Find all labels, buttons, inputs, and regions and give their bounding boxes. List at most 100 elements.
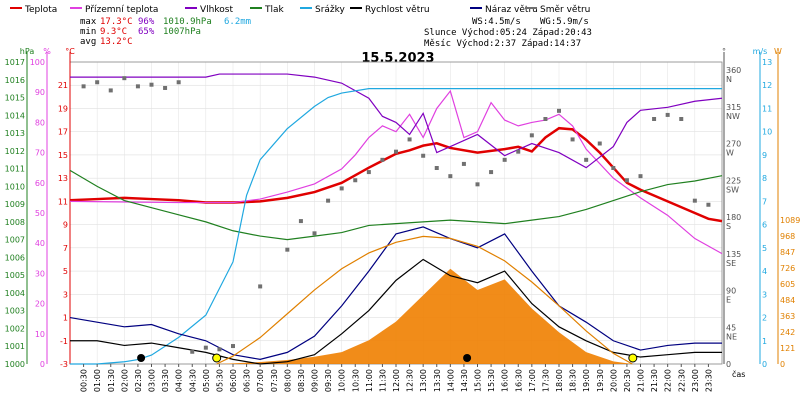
- plot-area: [69, 73, 723, 365]
- x-tick: 17:30: [541, 364, 550, 392]
- axis-tick-label: 3: [762, 290, 767, 299]
- series-line: [69, 169, 723, 241]
- x-axis-ticks: 00:30 01:00 01:30 02:00 02:30 03:00 03:30 04:00…: [80, 364, 745, 392]
- x-tick: 12:30: [406, 364, 415, 392]
- stats-wg: WG:5.9m/s: [540, 17, 589, 27]
- direction-point: [679, 117, 684, 121]
- stats-sun: Slunce Východ:05:24 Západ:20:43: [424, 28, 592, 38]
- x-tick-label: 07:30: [270, 369, 279, 392]
- axis-tick-label: 0: [726, 360, 731, 369]
- direction-point: [326, 198, 331, 203]
- series-path: [69, 226, 722, 360]
- direction-point: [108, 88, 113, 93]
- stats-label: avg: [80, 37, 96, 47]
- axis-tick-label: 1001: [5, 342, 25, 351]
- axis-tick-label: 1089: [780, 216, 800, 225]
- x-tick: 01:30: [107, 364, 116, 392]
- axis-tick-label: 13: [762, 58, 772, 67]
- markers: [137, 353, 638, 363]
- x-tick: 11:30: [378, 364, 387, 392]
- x-tick-label: 14:30: [460, 369, 469, 392]
- axis-tick-compass: W: [726, 149, 734, 158]
- legend-item: Teplota: [10, 5, 57, 15]
- axis-tick-label: 726: [780, 264, 795, 273]
- axis-tick-label: 4: [762, 267, 767, 276]
- x-tick-label: 23:30: [704, 369, 713, 392]
- direction-point: [353, 178, 358, 183]
- x-tick-label: 10:30: [351, 369, 360, 392]
- axis-tick-label: 40: [35, 239, 45, 248]
- axis-tick-label: 11: [58, 197, 68, 206]
- direction-point: [502, 157, 507, 162]
- axis-tick-label: 5: [762, 244, 767, 253]
- legend-label: Náraz větru: [485, 5, 538, 15]
- x-tick-label: 04:30: [188, 369, 197, 392]
- x-tick: 18:30: [569, 364, 578, 392]
- x-tick: 10:30: [351, 364, 360, 392]
- direction-point: [557, 108, 561, 113]
- direction-point: [434, 166, 439, 170]
- axis-tick-label: 1: [762, 337, 767, 346]
- x-tick: 22:30: [677, 364, 686, 392]
- x-tick-label: 21:00: [637, 369, 646, 392]
- legend-item: Rychlost větru: [350, 5, 430, 15]
- axis-unit: %: [43, 47, 51, 56]
- direction-point: [135, 84, 140, 89]
- series-line: [69, 226, 722, 360]
- axis-celsius: °C 21 19 17 15 13 11 9 7 5 3 1 -1 -3: [58, 47, 75, 369]
- x-tick: 05:00: [202, 364, 211, 392]
- x-tick-label: 15:00: [474, 369, 483, 392]
- axis-tick-label: 1016: [5, 76, 25, 85]
- series-path: [69, 169, 723, 241]
- series-path: [216, 235, 633, 365]
- direction-point: [122, 76, 127, 81]
- axis-tick-label: 30: [35, 269, 45, 278]
- x-tick: 08:30: [297, 364, 306, 392]
- stats-moon: Měsíc Východ:2:37 Západ:14:37: [424, 39, 581, 49]
- stats-label: max: [80, 17, 97, 27]
- axis-tick-label: 10: [762, 128, 772, 137]
- direction-point: [611, 166, 616, 170]
- axis-tick-label: 19: [58, 104, 68, 113]
- series-solar: [216, 268, 633, 364]
- direction-point: [81, 84, 86, 89]
- series-path: [70, 258, 722, 365]
- legend-label: Srážky: [315, 5, 346, 15]
- x-tick-label: 08:00: [283, 369, 292, 392]
- x-tick: 18:00: [555, 364, 564, 392]
- axis-tick-compass: S: [726, 222, 731, 231]
- axis-wm2: W 1089 968 847 726 605 484 363 242 121 0: [774, 47, 800, 369]
- axis-tick-label: 1013: [5, 129, 25, 138]
- axis-tick-label: 90: [35, 88, 45, 97]
- legend-label: Směr větru: [540, 5, 590, 15]
- axis-tick-label: 1017: [5, 58, 25, 67]
- x-tick: 17:00: [528, 364, 537, 392]
- x-tick: 04:00: [175, 364, 184, 392]
- direction-point: [448, 174, 453, 179]
- x-tick-label: 00:30: [80, 369, 89, 392]
- stats-rain: 6.2mm: [224, 17, 251, 27]
- x-tick: 00:30: [80, 364, 89, 392]
- direction-point: [95, 80, 100, 85]
- axis-tick-label: 9: [762, 151, 767, 160]
- axis-tick-label: 1008: [5, 218, 25, 227]
- axis-tick-label: -1: [60, 337, 68, 346]
- axis-tick-label: 2: [762, 314, 767, 323]
- axis-tick-compass: NE: [726, 332, 737, 341]
- axis-tick-label: 1: [63, 314, 68, 323]
- axis-tick-label: 20: [35, 300, 45, 309]
- legend-label: Rychlost větru: [365, 5, 430, 15]
- axis-tick-label: 50: [35, 209, 45, 218]
- direction-point: [529, 133, 534, 138]
- stats-temp: 9.3°C: [100, 27, 127, 37]
- axes: hPa1017101610151014101310121011101010091…: [5, 47, 800, 369]
- x-tick-label: 12:00: [392, 369, 401, 392]
- direction-point: [638, 174, 643, 179]
- x-tick-label: 03:30: [161, 369, 170, 392]
- direction-point: [203, 345, 208, 350]
- axis-tick-compass: E: [726, 296, 731, 305]
- x-tick-label: 16:00: [501, 369, 510, 392]
- axis-tick-label: 100: [30, 58, 45, 67]
- axis-tick-label: 605: [780, 280, 795, 289]
